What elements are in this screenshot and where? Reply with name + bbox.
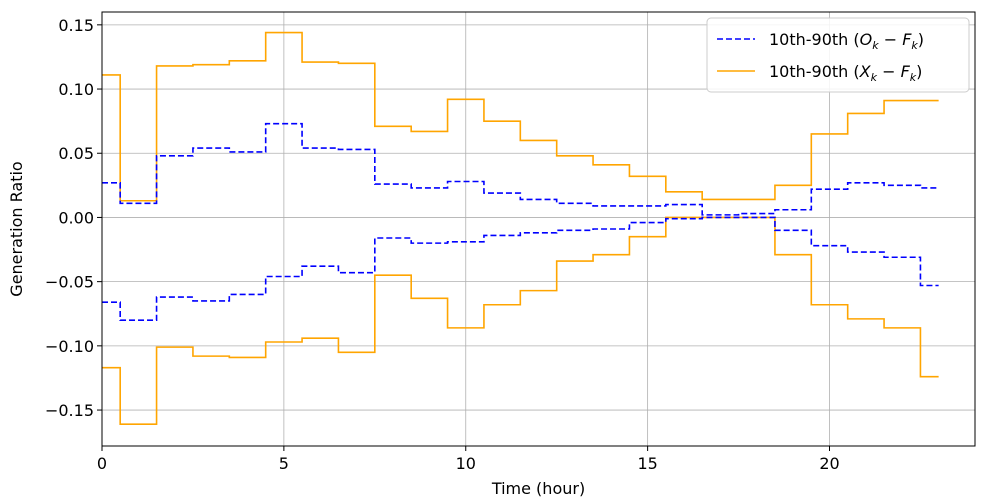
y-axis-title: Generation Ratio bbox=[7, 161, 26, 296]
x-tick-label: 5 bbox=[279, 454, 289, 473]
legend-entry: 10th-90th (Xk − Fk) bbox=[769, 62, 922, 84]
legend-text-part: 10th-90th ( bbox=[769, 30, 860, 49]
legend-text-part: 10th-90th ( bbox=[769, 62, 860, 81]
x-tick-label: 10 bbox=[456, 454, 476, 473]
legend-text-part: k bbox=[872, 39, 879, 52]
legend-text-part: k bbox=[910, 71, 917, 84]
x-axis-title: Time (hour) bbox=[491, 479, 585, 498]
legend-text-part: X bbox=[859, 62, 872, 81]
legend-box bbox=[706, 17, 970, 93]
legend-text-part: ) bbox=[916, 62, 922, 81]
x-tick-label: 15 bbox=[637, 454, 657, 473]
legend-text-part: ) bbox=[918, 30, 924, 49]
series-1-lower-line bbox=[102, 216, 939, 321]
legend-text-part: − F bbox=[877, 62, 911, 81]
series-1-upper-line bbox=[102, 122, 939, 216]
legend-text-part: k bbox=[911, 39, 918, 52]
y-tick-label: 0.00 bbox=[58, 208, 94, 227]
x-tick-label: 0 bbox=[97, 454, 107, 473]
legend-text-part: − F bbox=[879, 30, 913, 49]
y-tick-label: −0.15 bbox=[45, 401, 94, 420]
legend-text-part: k bbox=[871, 71, 878, 84]
y-tick-label: −0.10 bbox=[45, 337, 94, 356]
legend-text-part: O bbox=[860, 30, 873, 49]
ticks: 0 5 10 15 20 −0.15 −0.10 −0.05 0.00 0.05 0.10 0.15 bbox=[45, 16, 840, 473]
y-tick-label: 0.15 bbox=[58, 16, 94, 35]
x-tick-label: 20 bbox=[819, 454, 839, 473]
series-2-upper-line bbox=[102, 31, 939, 202]
series-layer bbox=[102, 31, 939, 425]
legend-entry: 10th-90th (Ok − Fk) bbox=[769, 30, 924, 52]
y-tick-label: −0.05 bbox=[45, 273, 94, 292]
legend: 10th-90th (Ok − Fk)10th-90th (Xk − Fk) bbox=[706, 17, 970, 93]
y-tick-label: 0.10 bbox=[58, 80, 94, 99]
series-2-lower-line bbox=[102, 216, 939, 425]
y-tick-label: 0.05 bbox=[58, 144, 94, 163]
grid bbox=[101, 12, 975, 446]
plot-frame bbox=[101, 11, 976, 447]
